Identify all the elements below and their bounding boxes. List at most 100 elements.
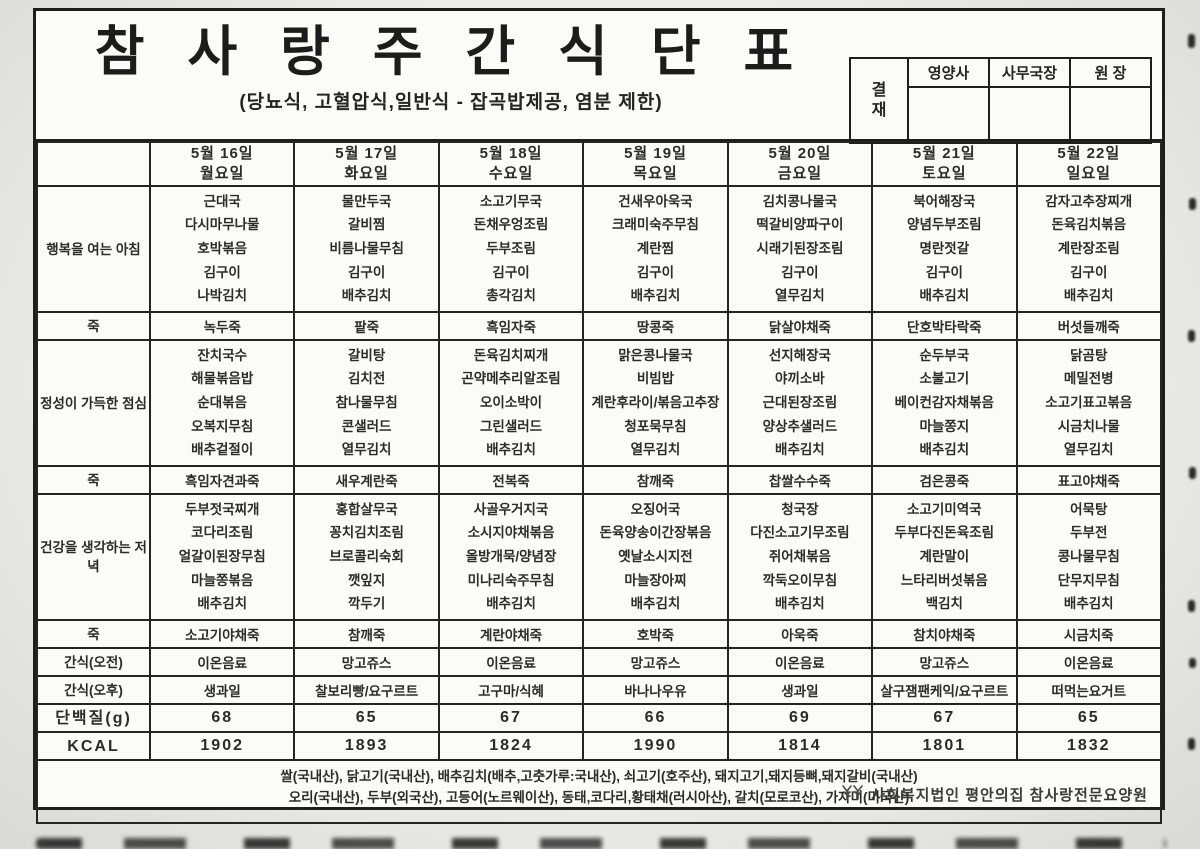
approval-signature-cell bbox=[907, 86, 990, 144]
day-text: 목요일 bbox=[633, 165, 678, 182]
menu-item: 물만두국 bbox=[341, 193, 392, 209]
row-label-cell: 행복을 여는 아침 bbox=[36, 185, 151, 313]
menu-cell: 고구마/식혜 bbox=[437, 675, 585, 705]
menu-cell: 망고쥬스 bbox=[582, 647, 729, 677]
menu-cell: 아욱죽 bbox=[726, 619, 874, 649]
approval-signature-cell bbox=[988, 86, 1071, 144]
menu-cell: 홍합살무국 꽁치김치조림 브로콜리숙회 깻잎지 깍두기 bbox=[293, 493, 440, 621]
menu-item-stack: 닭곰탕 메밀전병 소고기표고볶음 시금치나물 열무김치 bbox=[1019, 342, 1159, 464]
scan-artifact bbox=[1188, 330, 1195, 342]
menu-item: 배추겉절이 bbox=[191, 442, 254, 458]
menu-item: 어묵탕 bbox=[1070, 501, 1108, 517]
menu-cell: 오징어국 돈육양송이간장볶음 옛날소시지전 마늘장아찌 배추김치 bbox=[582, 493, 729, 621]
scan-artifact bbox=[1189, 467, 1196, 479]
menu-cell: 참깨죽 bbox=[293, 619, 440, 649]
origin-line: 쌀(국내산), 닭고기(국내산), 배추김치(배추,고춧가루:국내산), 쇠고기… bbox=[280, 769, 918, 784]
menu-item: 돈육양송이간장볶음 bbox=[599, 525, 712, 541]
menu-cell: 단호박타락죽 bbox=[871, 311, 1018, 341]
date-header-cell: 5월 18일 수요일 bbox=[437, 141, 585, 187]
menu-cell: 시금치죽 bbox=[1015, 619, 1163, 649]
menu-cell: 찰보리빵/요구르트 bbox=[293, 675, 440, 705]
menu-cell: 65 bbox=[1015, 703, 1163, 733]
menu-item: 열무김치 bbox=[341, 442, 392, 458]
menu-cell: 어묵탕 두부전 콩나물무침 단무지무침 배추김치 bbox=[1015, 493, 1163, 621]
menu-cell: 순두부국 소불고기 베이컨감자채볶음 마늘쫑지 배추김치 bbox=[871, 339, 1018, 467]
menu-cell: 찹쌀수수죽 bbox=[726, 465, 874, 495]
menu-item: 그린샐러드 bbox=[480, 418, 543, 434]
menu-cell: 1893 bbox=[293, 731, 440, 761]
date-text: 5월 19일 bbox=[624, 145, 687, 162]
menu-cell: 65 bbox=[293, 703, 440, 733]
menu-item-stack: 김치콩나물국 떡갈비양파구이 시래기된장조림 김구이 열무김치 bbox=[730, 188, 870, 310]
menu-item: 총각김치 bbox=[486, 288, 536, 304]
menu-item: 크래미숙주무침 bbox=[612, 217, 699, 233]
menu-cell: 69 bbox=[726, 703, 874, 733]
menu-item: 배추김치 bbox=[919, 288, 970, 304]
table-row: 간식(오후) 생과일 찰보리빵/요구르트 고구마/식혜 바나나우유 생과일 살구잼팬케익/요… bbox=[36, 675, 1163, 705]
day-text: 월요일 bbox=[200, 165, 245, 182]
menu-item: 김치전 bbox=[348, 371, 386, 387]
menu-cell: 소고기미역국 두부다진돈육조림 계란말이 느타리버섯볶음 백김치 bbox=[871, 493, 1018, 621]
menu-item: 소고기미역국 bbox=[907, 501, 982, 517]
menu-cell: 김치콩나물국 떡갈비양파구이 시래기된장조림 김구이 열무김치 bbox=[726, 185, 874, 313]
menu-item: 두부조림 bbox=[486, 240, 536, 256]
menu-item-stack: 어묵탕 두부전 콩나물무침 단무지무침 배추김치 bbox=[1019, 496, 1159, 618]
menu-cell: 66 bbox=[582, 703, 729, 733]
menu-cell: 닭살야채죽 bbox=[726, 311, 874, 341]
menu-item-stack: 돈육김치찌개 곤약메추리알조림 오이소박이 그린샐러드 배추김치 bbox=[441, 342, 581, 464]
menu-item: 계란장조림 bbox=[1057, 240, 1120, 256]
menu-item: 김구이 bbox=[925, 264, 963, 280]
row-label-cell: 단백질(g) bbox=[36, 703, 151, 733]
approval-role-office-manager: 사무국장 bbox=[988, 57, 1071, 88]
origin-info-cell: 쌀(국내산), 닭고기(국내산), 배추김치(배추,고춧가루:국내산), 쇠고기… bbox=[36, 759, 1162, 824]
menu-item-stack: 두부젓국찌개 코다리조림 얼갈이된장무침 마늘쫑볶음 배추김치 bbox=[152, 496, 292, 618]
menu-item: 시금치나물 bbox=[1057, 418, 1120, 434]
menu-item: 두부전 bbox=[1070, 525, 1108, 541]
menu-cell: 소고기무국 돈채우엉조림 두부조림 김구이 총각김치 bbox=[437, 185, 585, 313]
scan-artifact-bottom bbox=[36, 838, 1166, 849]
title-block: 참 사 랑 주 간 식 단 표 (당뇨식, 고혈압식,일반식 - 잡곡밥제공, … bbox=[36, 11, 1162, 144]
menu-cell: 67 bbox=[437, 703, 585, 733]
row-label-cell: 죽 bbox=[36, 465, 151, 495]
menu-cell: 맑은콩나물국 비빔밥 계란후라이/볶음고추장 청포묵무침 열무김치 bbox=[582, 339, 729, 467]
table-row: KCAL 1902 1893 1824 1990 1814 1801 1832 bbox=[36, 731, 1163, 761]
menu-item-stack: 사골우거지국 소시지야채볶음 올방개묵/양념장 미나리숙주무침 배추김치 bbox=[441, 496, 581, 618]
menu-item: 깍둑오이무침 bbox=[762, 572, 838, 588]
menu-item-stack: 갈비탕 김치전 참나물무침 콘샐러드 열무김치 bbox=[296, 342, 436, 464]
day-text: 수요일 bbox=[488, 165, 534, 182]
menu-item: 참나물무침 bbox=[335, 394, 398, 410]
date-header-cell: 5월 17일 화요일 bbox=[293, 141, 440, 187]
menu-cell: 계란야채죽 bbox=[437, 619, 585, 649]
corner-cell bbox=[36, 141, 151, 187]
menu-item: 홍합살무국 bbox=[335, 501, 398, 517]
menu-cell: 검은콩죽 bbox=[871, 465, 1018, 495]
menu-table-body: 5월 16일 월요일 5월 17일 화요일 5월 18일 수요일 5월 19일 목요일 5월 2… bbox=[36, 141, 1163, 824]
menu-item: 오복지무침 bbox=[191, 418, 254, 434]
menu-item: 김구이 bbox=[636, 264, 675, 280]
menu-item: 순두부국 bbox=[919, 347, 970, 363]
menu-item: 배추김치 bbox=[919, 442, 970, 458]
scan-artifact bbox=[1188, 34, 1195, 48]
row-label-cell: 정성이 가득한 점심 bbox=[36, 339, 151, 467]
menu-cell: 갈비탕 김치전 참나물무침 콘샐러드 열무김치 bbox=[293, 339, 440, 467]
menu-item-stack: 맑은콩나물국 비빔밥 계란후라이/볶음고추장 청포묵무침 열무김치 bbox=[585, 342, 725, 464]
menu-cell: 1832 bbox=[1015, 731, 1163, 761]
menu-item: 콩나물무침 bbox=[1057, 548, 1120, 564]
menu-item: 마늘쫑볶음 bbox=[191, 572, 254, 588]
day-text: 일요일 bbox=[1066, 165, 1111, 182]
menu-cell: 이온음료 bbox=[1015, 647, 1163, 677]
menu-cell: 닭곰탕 메밀전병 소고기표고볶음 시금치나물 열무김치 bbox=[1015, 339, 1163, 467]
table-row: 죽 녹두죽 팥죽 흑임자죽 땅콩죽 닭살야채죽 단호박타락죽 버섯들깨죽 bbox=[36, 311, 1163, 341]
day-text: 토요일 bbox=[922, 165, 967, 182]
menu-item: 감자고추장찌개 bbox=[1045, 193, 1133, 209]
scan-artifact bbox=[1189, 198, 1196, 210]
approval-label: 결재 bbox=[871, 81, 887, 119]
origin-line: 오리(국내산), 두부(외국산), 고등어(노르웨이산), 동태,코다리,황태채… bbox=[288, 790, 910, 805]
date-text: 5월 16일 bbox=[190, 145, 254, 162]
menu-item-stack: 선지해장국 야끼소바 근대된장조림 양상추샐러드 배추김치 bbox=[730, 342, 870, 464]
row-label-cell: 간식(오전) bbox=[36, 647, 151, 677]
row-label-cell: 건강을 생각하는 저녁 bbox=[36, 493, 151, 621]
menu-item: 얼갈이된장무침 bbox=[178, 548, 266, 564]
menu-item: 시래기된장조림 bbox=[756, 240, 844, 256]
menu-cell: 떠먹는요거트 bbox=[1015, 675, 1163, 705]
